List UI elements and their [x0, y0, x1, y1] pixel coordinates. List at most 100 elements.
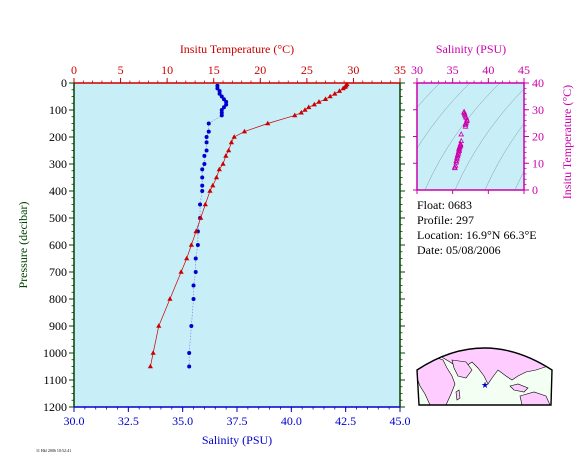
ts-plot-area [417, 83, 524, 190]
salinity-point [198, 202, 203, 207]
temperature-point [167, 296, 173, 301]
salinity-point [200, 167, 205, 172]
ts-point [462, 123, 469, 129]
land-madagascar [455, 389, 461, 401]
temperature-point [223, 153, 229, 158]
salinity-point [193, 270, 198, 274]
temperature-point [184, 255, 190, 261]
temperature-point [332, 91, 338, 96]
temperature-point [316, 99, 322, 104]
temperature-point [292, 112, 298, 118]
temperature-point [178, 269, 184, 274]
temperature-point [340, 85, 346, 91]
temperature-point [156, 323, 162, 328]
land-arabia [451, 359, 473, 379]
float-id-text: Float: 0683 [417, 198, 472, 212]
pressure-tick-label: 400 [49, 184, 67, 198]
ts-salinity-tick-label: 45 [518, 63, 530, 77]
temperature-point [216, 166, 222, 172]
density-contour [484, 123, 524, 190]
temperature-point [150, 350, 156, 355]
ts-temperature-axis-title: Insitu Temperature (°C) [560, 85, 574, 199]
salinity-point [206, 121, 211, 126]
salinity-point [193, 256, 198, 261]
map-border [416, 347, 553, 406]
pressure-tick-label: 600 [49, 238, 67, 252]
ts-temperature-tick-label: 0 [532, 183, 538, 197]
salinity-point [200, 183, 205, 188]
temperature-point [202, 201, 208, 207]
pressure-tick-label: 1200 [43, 400, 67, 414]
salinity-point [191, 297, 196, 301]
temperature-point [306, 104, 312, 110]
land-africa [417, 355, 456, 405]
salinity-point [191, 283, 196, 288]
pressure-tick-label: 300 [49, 157, 67, 171]
salinity-tick-label: 37.5 [227, 414, 248, 428]
pressure-tick-label: 0 [61, 76, 67, 90]
salinity-point [202, 153, 207, 158]
ts-temperature-tick-label: 20 [532, 130, 544, 144]
profile-plot [147, 81, 350, 369]
salinity-point [224, 102, 229, 107]
density-contour [424, 83, 501, 190]
density-contour [454, 88, 524, 190]
density-contour [417, 83, 471, 149]
temperature-point [210, 182, 216, 188]
temperature-point [220, 161, 226, 166]
land-australia [519, 391, 551, 405]
salinity-tick-label: 45.0 [390, 414, 411, 428]
salinity-point [206, 129, 211, 134]
pressure-tick-label: 100 [49, 103, 67, 117]
salinity-series-line [188, 85, 227, 367]
temperature-tick-label: 30 [347, 63, 359, 77]
float-position-marker: ★ [481, 381, 489, 391]
ts-salinity-axis-title: Salinity (PSU) [436, 42, 506, 56]
temperature-point [198, 215, 204, 220]
pressure-tick-label: 1000 [43, 346, 67, 360]
temperature-point [226, 147, 232, 153]
density-contours [417, 83, 524, 190]
temperature-point [207, 188, 213, 193]
pressure-tick-label: 900 [49, 319, 67, 333]
temperature-tick-label: 0 [71, 63, 77, 77]
temperature-point [265, 120, 271, 126]
temperature-tick-label: 35 [394, 63, 406, 77]
ts-plot [417, 83, 524, 190]
ts-temperature-tick-label: 10 [532, 156, 544, 170]
pressure-tick-label: 800 [49, 292, 67, 306]
profile-plot-area [74, 83, 400, 407]
pressure-tick-label: 500 [49, 211, 67, 225]
ts-point [458, 131, 465, 137]
pressure-tick-label: 1100 [43, 373, 67, 387]
float-info: Float: 0683 Profile: 297 Location: 16.9°… [417, 198, 537, 257]
salinity-point [200, 175, 205, 180]
locator-map: ★ [416, 347, 553, 406]
pressure-axis-title: Pressure (decibar) [16, 202, 30, 289]
land-indonesia [509, 383, 529, 393]
temperature-point [327, 93, 333, 99]
ts-temperature-tick-label: 40 [532, 76, 544, 90]
salinity-tick-label: 30.0 [64, 414, 85, 428]
salinity-point [204, 140, 209, 145]
temperature-point [302, 107, 308, 112]
ts-salinity-tick-label: 40 [482, 63, 494, 77]
temperature-axis-title: Insitu Temperature (°C) [180, 42, 294, 56]
profile-chart: 0 5 10 15 20 25 30 35 30.0 32.5 35.0 37.5 40.0 42.5 45… [16, 42, 411, 447]
density-contour [514, 170, 524, 190]
ts-temperature-tick-label: 30 [532, 103, 544, 117]
temperature-tick-label: 15 [208, 63, 220, 77]
ts-point [462, 121, 469, 127]
salinity-tick-label: 40.0 [281, 414, 302, 428]
pressure-tick-label: 700 [49, 265, 67, 279]
temperature-point [241, 128, 248, 134]
salinity-point [204, 148, 209, 153]
temperature-tick-label: 20 [254, 63, 266, 77]
salinity-point [202, 162, 207, 166]
ts-salinity-tick-label: 30 [411, 63, 423, 77]
temperature-point [336, 88, 343, 93]
temperature-tick-label: 10 [161, 63, 173, 77]
date-text: Date: 05/08/2006 [417, 243, 501, 257]
